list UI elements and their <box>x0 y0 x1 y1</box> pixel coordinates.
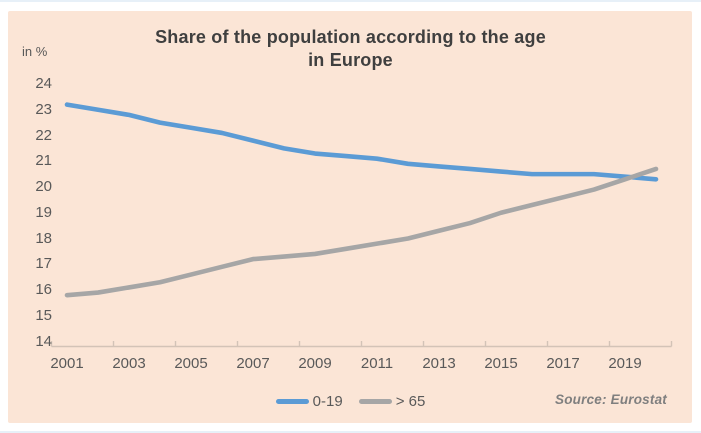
y-tick-label: 24 <box>35 75 52 92</box>
x-tick-label: 2003 <box>112 355 146 372</box>
y-tick-label: 22 <box>35 126 52 144</box>
legend-item-over-65: > 65 <box>358 392 426 410</box>
y-tick-label: 18 <box>35 229 52 247</box>
legend-swatch-0-19 <box>275 398 309 404</box>
y-tick-label: 17 <box>35 255 52 273</box>
x-tick-label: 2015 <box>484 355 518 372</box>
x-axis-line <box>50 341 673 348</box>
y-axis-unit-label: in % <box>22 44 48 59</box>
chart-title-line1: Share of the population according to the… <box>155 27 546 47</box>
chart-title-line2: in Europe <box>308 50 393 70</box>
y-tick-label: 21 <box>35 152 52 170</box>
y-tick-label: 19 <box>35 203 52 221</box>
chart-card <box>8 11 692 423</box>
source-credit: Source: Eurostat <box>555 392 667 407</box>
x-tick-label: 2009 <box>298 355 332 372</box>
y-tick-label: 15 <box>35 306 52 324</box>
legend: 0-19 > 65 <box>0 391 701 411</box>
chart-title: Share of the population according to the… <box>0 26 701 72</box>
x-tick-label: 2013 <box>422 355 456 372</box>
y-tick-label: 23 <box>35 100 52 118</box>
x-tick-label: 2007 <box>236 355 270 372</box>
x-tick-label: 2019 <box>608 355 642 372</box>
y-tick-label: 20 <box>35 178 52 195</box>
legend-swatch-over-65 <box>358 398 392 404</box>
legend-label-over-65: > 65 <box>395 392 426 410</box>
x-tick-label: 2017 <box>546 355 580 372</box>
x-tick-label: 2011 <box>360 355 394 372</box>
x-tick-label: 2001 <box>50 355 84 372</box>
y-tick-label: 14 <box>35 332 52 350</box>
legend-label-0-19: 0-19 <box>312 392 343 410</box>
legend-item-0-19: 0-19 <box>275 392 343 410</box>
x-tick-label: 2005 <box>174 355 208 372</box>
series-line-over-65 <box>64 166 659 298</box>
series-line-0-19 <box>64 102 659 182</box>
y-tick-label: 16 <box>35 281 52 298</box>
